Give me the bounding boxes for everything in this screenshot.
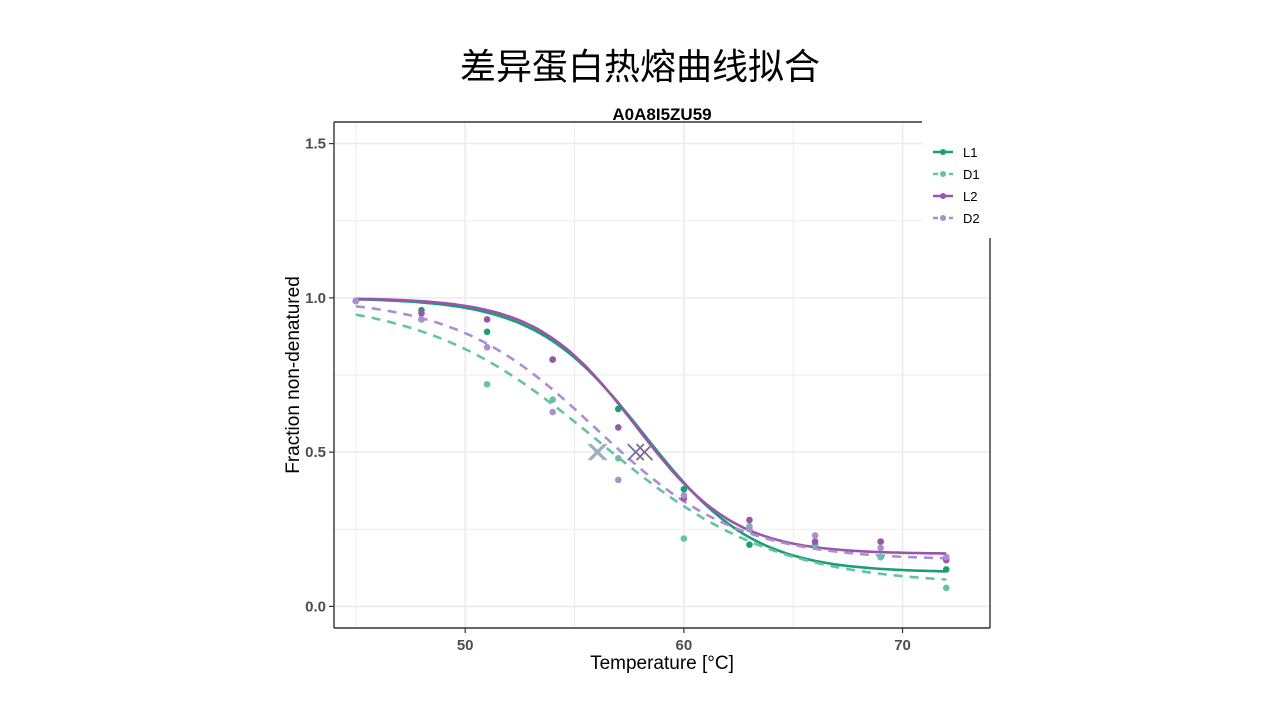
- y-tick-label: 1.5: [305, 136, 326, 153]
- y-tick-label: 0.5: [305, 444, 326, 461]
- data-point-l2: [483, 316, 491, 323]
- data-point-d2: [877, 544, 884, 552]
- tm-marker-d1: [589, 443, 608, 461]
- legend-label: D2: [963, 211, 980, 226]
- data-point-d1: [942, 584, 950, 592]
- legend-swatch-point: [940, 149, 946, 155]
- legend-swatch-point: [940, 193, 946, 199]
- data-point-d2: [483, 343, 491, 351]
- legend: L1 D1 L2 D2: [923, 138, 993, 236]
- legend-label: D1: [963, 167, 980, 182]
- tm-marker-l1: [635, 443, 654, 461]
- data-point-d1: [680, 535, 688, 542]
- tm-marker-d2: [587, 443, 606, 461]
- tm-marker-l2: [627, 443, 645, 461]
- data-point-d1: [549, 396, 556, 403]
- tm-marker-stroke: [627, 443, 645, 461]
- data-points: [352, 297, 950, 592]
- data-point-d2: [680, 492, 688, 499]
- y-tick-label: 1.0: [305, 290, 326, 307]
- legend-swatch-point: [940, 171, 946, 177]
- legend-item-l1: L1: [933, 145, 977, 160]
- y-tick-label: 0.0: [305, 598, 326, 615]
- plot-frame: [333, 121, 991, 629]
- x-tick-label: 60: [676, 637, 693, 654]
- x-tick-label: 50: [457, 637, 474, 654]
- data-point-l1: [680, 485, 688, 493]
- fit-curve-d1: [355, 313, 947, 581]
- legend-swatch-point: [940, 215, 946, 221]
- grid: [334, 122, 990, 628]
- data-point-d2: [614, 476, 622, 484]
- data-point-l2: [614, 424, 622, 431]
- fit-curve-l2: [355, 297, 947, 555]
- x-axis-title: Temperature [°C]: [590, 653, 734, 674]
- data-point-d2: [746, 525, 753, 533]
- fit-curves: [355, 297, 947, 581]
- axis-ticks: 50 60 70 0.0 0.5 1.0 1.5: [305, 136, 911, 654]
- slide-title: 差异蛋白热熔曲线拟合: [459, 47, 820, 88]
- data-point-l1: [483, 328, 491, 336]
- data-point-d1: [614, 455, 622, 462]
- data-point-l2: [418, 309, 425, 317]
- data-point-l2: [877, 538, 884, 545]
- legend-label: L2: [963, 189, 977, 204]
- fit-curve-l1: [355, 298, 947, 573]
- data-point-l2: [549, 356, 556, 363]
- tm-marker-stroke: [589, 443, 608, 461]
- legend-background: [923, 138, 993, 236]
- y-axis-title: Fraction non-denatured: [283, 276, 304, 474]
- legend-item-l2: L2: [933, 189, 977, 204]
- legend-label: L1: [963, 145, 977, 160]
- tm-marker-stroke: [635, 443, 654, 461]
- data-point-l2: [746, 516, 753, 524]
- data-point-d2: [549, 408, 556, 416]
- data-point-l2: [811, 538, 819, 545]
- fit-curve-d2: [355, 305, 947, 560]
- chart-title: A0A8I5ZU59: [612, 105, 711, 124]
- x-tick-label: 70: [894, 637, 911, 654]
- legend-item-d2: D2: [933, 211, 980, 226]
- data-point-l1: [746, 541, 753, 548]
- data-point-d2: [352, 297, 360, 305]
- data-point-l1: [942, 566, 950, 573]
- legend-item-d1: D1: [933, 167, 980, 182]
- data-point-d2: [811, 532, 819, 539]
- tm-markers: [587, 443, 654, 461]
- data-point-d1: [483, 380, 491, 388]
- tm-marker-stroke: [587, 443, 606, 461]
- data-point-d1: [877, 553, 884, 561]
- data-point-d2: [942, 553, 950, 561]
- data-point-l1: [614, 405, 622, 413]
- data-point-d2: [418, 316, 425, 323]
